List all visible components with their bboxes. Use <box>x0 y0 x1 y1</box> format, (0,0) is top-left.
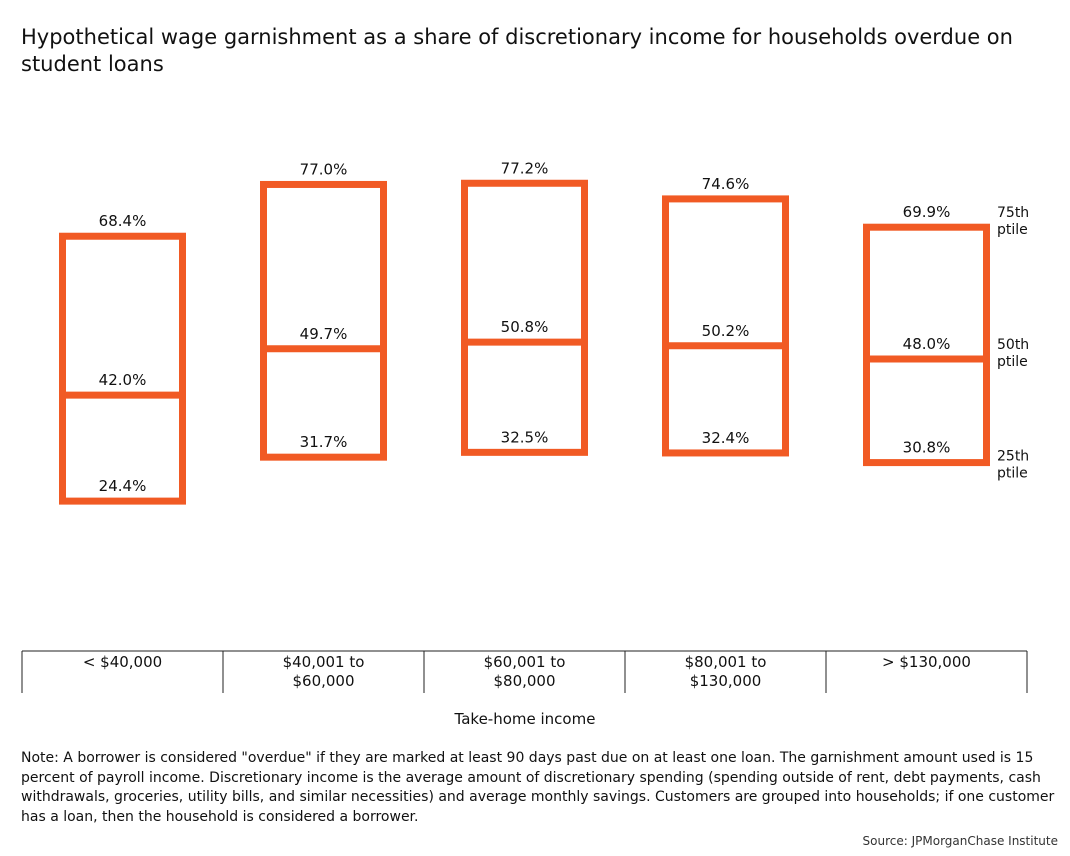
x-tick-label: $40,001 to $60,000 <box>283 653 365 690</box>
p25-label: 32.4% <box>702 429 750 447</box>
x-tick-label: $60,001 to $80,000 <box>484 653 566 690</box>
footnote: Note: A borrower is considered "overdue"… <box>21 750 1055 825</box>
box-iqr <box>863 223 990 467</box>
median-label: 50.8% <box>501 318 549 336</box>
x-tick-label: $80,001 to $130,000 <box>685 653 767 690</box>
source-text: Source: JPMorganChase Institute <box>862 834 1058 848</box>
box-iqr <box>59 232 186 505</box>
median-label: 42.0% <box>99 371 147 389</box>
median-label: 49.7% <box>300 325 348 343</box>
percentile-annotation-p75: 75th ptile <box>997 205 1029 238</box>
p25-label: 24.4% <box>99 477 147 495</box>
p25-label: 31.7% <box>300 433 348 451</box>
p75-label: 74.6% <box>702 175 750 193</box>
x-axis-label: Take-home income <box>454 710 596 728</box>
box-iqr <box>461 179 588 456</box>
p25-label: 30.8% <box>903 439 951 457</box>
x-tick-label: > $130,000 <box>882 653 971 671</box>
p25-label: 32.5% <box>501 428 549 446</box>
p75-label: 68.4% <box>99 212 147 230</box>
chart-title: Hypothetical wage garnishment as a share… <box>21 25 1013 76</box>
percentile-annotation-p25: 25th ptile <box>997 449 1029 482</box>
percentile-annotation-p50: 50th ptile <box>997 337 1029 370</box>
p75-label: 77.2% <box>501 159 549 177</box>
p75-label: 77.0% <box>300 160 348 178</box>
box-iqr <box>662 195 789 457</box>
p75-label: 69.9% <box>903 203 951 221</box>
median-label: 48.0% <box>903 335 951 353</box>
x-tick-label: < $40,000 <box>83 653 162 671</box>
median-label: 50.2% <box>702 322 750 340</box>
box-iqr <box>260 180 387 461</box>
